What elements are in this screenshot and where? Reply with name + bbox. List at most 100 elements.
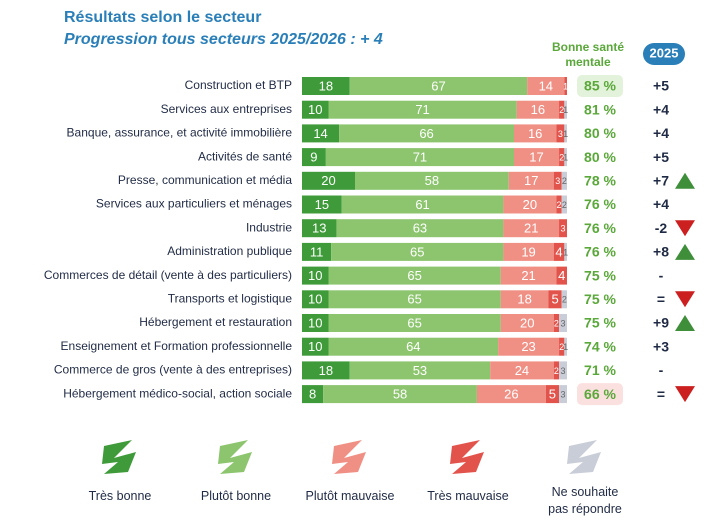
- bar-segment: [548, 290, 562, 309]
- bar-value-label: 26: [504, 387, 518, 402]
- category-label: Banque, assurance, et activité immobiliè…: [67, 126, 293, 140]
- bar-value-label: 65: [407, 292, 421, 307]
- legend-label: Plutôt bonne: [200, 489, 272, 503]
- trend-up: [675, 243, 695, 260]
- bar-value-label: 24: [515, 363, 529, 378]
- change-value: =: [657, 291, 665, 307]
- good-health-value: 74 %: [584, 338, 616, 354]
- good-health-value: 76 %: [584, 220, 616, 236]
- bar-segment: [556, 195, 562, 214]
- bar-segment: [561, 290, 567, 309]
- chart-subtitle: Progression tous secteurs 2025/2026 : + …: [64, 31, 383, 48]
- bar-segment: [302, 124, 340, 143]
- bar-segment: [302, 385, 324, 404]
- category-label: Commerces de détail (vente à des particu…: [44, 268, 292, 282]
- legend-icon: [450, 440, 484, 474]
- bar-value-label: 5: [549, 387, 556, 402]
- bar-segment: [336, 219, 504, 238]
- bar-value-label: 2: [562, 200, 567, 210]
- bar-value-label: 17: [529, 150, 543, 165]
- bar-segment: [503, 195, 557, 214]
- bar-segment: [302, 171, 355, 190]
- trend-down: [675, 291, 695, 308]
- header-pill: [643, 43, 685, 65]
- bar-value-label: 20: [520, 315, 534, 330]
- bar-value-label: 2: [559, 105, 564, 115]
- bar-segment: [302, 314, 329, 332]
- chart-title: Résultats selon le secteur: [64, 9, 261, 26]
- bar-value-label: 65: [407, 315, 421, 330]
- bar-value-label: 71: [415, 102, 429, 117]
- bar-value-label: 20: [321, 173, 335, 188]
- bar-segment: [328, 337, 499, 356]
- good-health-value: 76 %: [584, 196, 616, 212]
- bar-segment: [323, 385, 477, 404]
- bar-value-label: 64: [406, 339, 420, 354]
- bar-value-label: 13: [312, 221, 326, 236]
- bar-segment: [302, 77, 350, 95]
- good-health-value: 71 %: [584, 362, 616, 378]
- bar-segment: [514, 124, 557, 143]
- bar-segment: [498, 337, 560, 356]
- highlight: [577, 383, 623, 406]
- bar-segment: [355, 171, 509, 190]
- change-value: -: [659, 267, 664, 283]
- bar-segment: [559, 337, 565, 356]
- category-label: Industrie: [246, 220, 292, 234]
- category-label: Commerce de gros (vente à des entreprise…: [54, 363, 292, 377]
- legend-label: Très bonne: [88, 489, 152, 503]
- bar-value-label: 8: [309, 387, 316, 402]
- change-value: -: [659, 362, 664, 378]
- change-value: +3: [653, 338, 669, 354]
- bar-value-label: 10: [308, 339, 322, 354]
- bar-segment: [559, 148, 565, 167]
- change-value: +4: [653, 125, 669, 141]
- trend-up: [675, 315, 695, 331]
- good-health-value: 75 %: [584, 315, 616, 331]
- bar-segment: [476, 385, 546, 404]
- legend-icon: [332, 440, 366, 474]
- bar-segment: [302, 290, 329, 309]
- change-value: +4: [653, 101, 669, 117]
- bar-segment: [559, 219, 567, 238]
- category-label: Construction et BTP: [185, 78, 292, 92]
- bar-segment: [325, 148, 514, 167]
- bar-value-label: 14: [539, 78, 553, 93]
- good-health-value: 75 %: [584, 291, 616, 307]
- bar-value-label: 67: [431, 78, 445, 93]
- change-value: +5: [653, 149, 669, 165]
- category-label: Administration publique: [167, 244, 292, 258]
- change-value: -2: [655, 220, 668, 236]
- change-header: 2025: [650, 45, 679, 60]
- change-value: +5: [653, 78, 669, 94]
- bar-segment: [302, 195, 342, 214]
- bar-value-label: 10: [308, 292, 322, 307]
- category-label: Hébergement et restauration: [139, 315, 292, 329]
- good-health-header: Bonne santé mentale: [551, 40, 624, 69]
- bar-segment: [341, 195, 504, 214]
- legend-icon: [102, 440, 136, 474]
- bar-segment: [564, 77, 567, 95]
- bar-segment: [328, 100, 517, 119]
- bar-value-label: 53: [413, 363, 427, 378]
- bar-value-label: 66: [419, 126, 433, 141]
- bar-value-label: 4: [558, 268, 565, 283]
- bar-segment: [559, 100, 565, 119]
- bar-segment: [559, 385, 567, 404]
- bar-value-label: 1: [563, 342, 568, 352]
- category-label: Presse, communication et média: [118, 173, 292, 187]
- bar-segment: [500, 266, 557, 285]
- bar-value-label: 10: [308, 268, 322, 283]
- bar-value-label: 2: [559, 342, 564, 352]
- bar-segment: [508, 171, 554, 190]
- bar-segment: [503, 219, 560, 238]
- bar-segment: [302, 219, 337, 238]
- bar-value-label: 1: [563, 152, 568, 162]
- bar-segment: [561, 195, 567, 214]
- bar-segment: [328, 266, 501, 285]
- bar-segment: [564, 337, 567, 356]
- bar-segment: [564, 148, 567, 167]
- bar-value-label: 18: [319, 363, 333, 378]
- bar-value-label: 9: [310, 150, 317, 165]
- bar-value-label: 5: [551, 292, 558, 307]
